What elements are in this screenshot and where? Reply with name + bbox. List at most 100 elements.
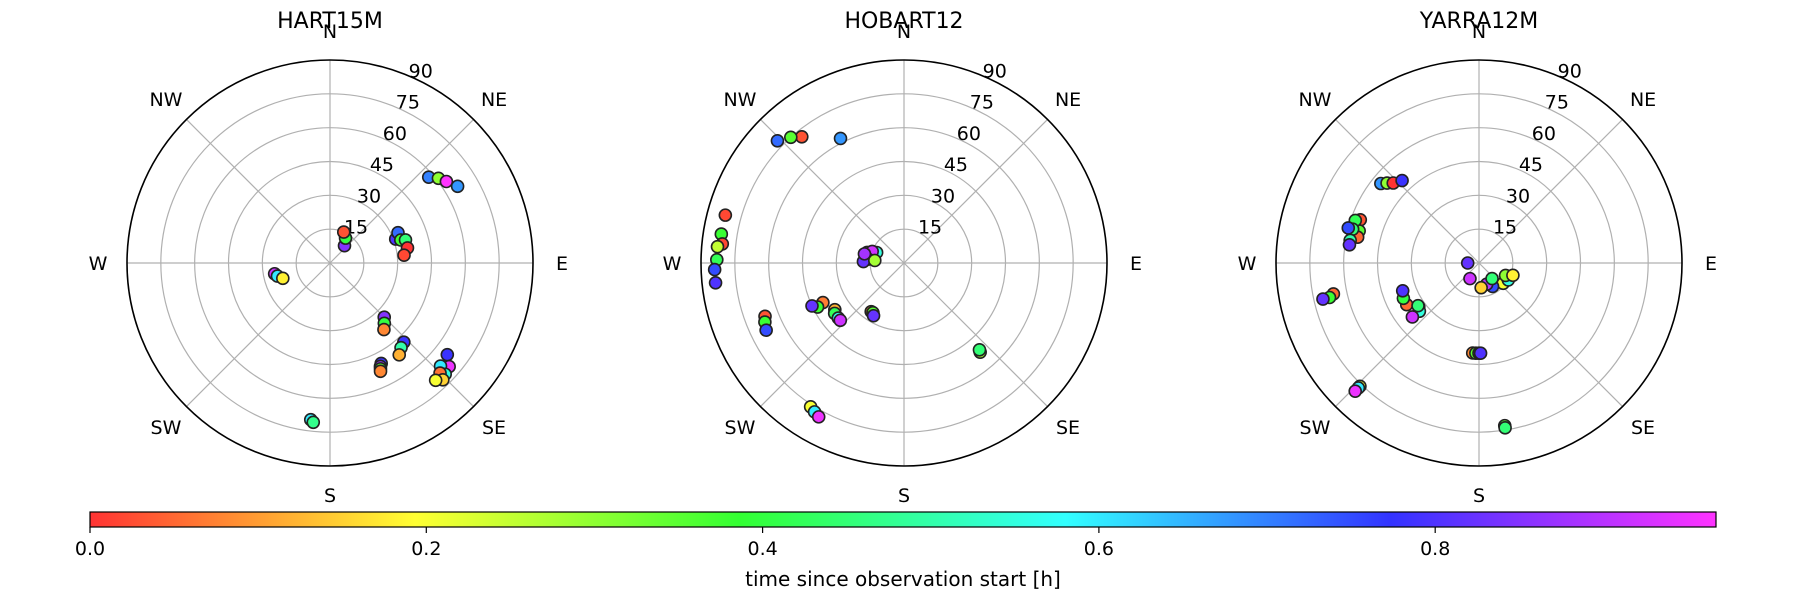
direction-label: N (1472, 21, 1486, 43)
data-point (707, 262, 722, 277)
data-point (1498, 421, 1512, 435)
data-point (759, 323, 773, 338)
radial-tick-label: 75 (1545, 92, 1569, 114)
direction-label: SW (1300, 417, 1331, 439)
data-point (1341, 221, 1356, 235)
grid-spoke (186, 119, 331, 264)
direction-label: SW (151, 417, 182, 439)
direction-label: S (324, 485, 336, 507)
data-point (373, 364, 388, 379)
data-point (857, 247, 872, 261)
radial-tick-label: 45 (370, 154, 394, 176)
radial-tick-label: 75 (396, 92, 420, 114)
data-point (397, 248, 411, 263)
grid-spoke (760, 262, 905, 407)
data-point (784, 130, 798, 145)
direction-label: W (663, 253, 682, 275)
data-point (428, 373, 443, 388)
outer-circle (1275, 59, 1683, 467)
data-point (336, 225, 351, 239)
data-point (450, 179, 465, 194)
radial-tick-label: 90 (983, 60, 1007, 82)
data-point (866, 308, 881, 323)
direction-label: NE (1630, 89, 1656, 111)
direction-label: NE (1055, 89, 1081, 111)
data-point (1506, 268, 1520, 283)
colorbar-gradient (89, 511, 1717, 528)
grid-spoke (903, 262, 1048, 407)
radial-tick-label: 30 (1506, 185, 1530, 207)
plot-title: HOBART12 (844, 9, 963, 34)
data-point (392, 348, 407, 362)
direction-label: NW (149, 89, 182, 111)
colorbar-tick-label: 0.6 (1084, 538, 1114, 560)
grid-spoke (329, 119, 474, 264)
radial-tick-label: 60 (1532, 123, 1556, 145)
plot-title: HART15M (277, 9, 383, 34)
direction-label: SE (1631, 417, 1655, 439)
data-point (972, 343, 987, 357)
polar-plot-2: HOBART12 15 30 45 60 75 90 E NE N NW W SW S SE (663, 9, 1142, 507)
grid-spoke (186, 262, 331, 407)
data-point (1342, 237, 1357, 252)
data-point (770, 133, 785, 148)
data-point (794, 129, 809, 144)
data-point (1405, 310, 1420, 324)
grid-spoke (903, 119, 1048, 264)
colorbar-tick-label: 0.8 (1420, 538, 1450, 560)
data-point (1473, 346, 1488, 361)
colorbar-tick-label: 0.0 (75, 538, 105, 560)
direction-label: E (1705, 253, 1717, 275)
data-point (306, 415, 321, 430)
direction-label: NE (481, 89, 507, 111)
direction-label: SW (725, 417, 756, 439)
polar-plot-3: YARRA12M 15 30 45 60 75 90 E NE N NW W SW S SE (1238, 9, 1717, 507)
plot-title: YARRA12M (1419, 9, 1539, 34)
direction-label: W (1238, 253, 1257, 275)
data-point (1460, 256, 1475, 270)
data-point (1474, 280, 1488, 295)
data-point (1348, 384, 1363, 398)
grid-spoke (760, 119, 905, 264)
outer-circle (700, 59, 1108, 467)
radial-tick-label: 15 (918, 217, 942, 239)
data-point (805, 299, 819, 313)
radial-tick-label: 60 (383, 123, 407, 145)
data-point (1316, 292, 1330, 306)
outer-circle (126, 59, 534, 467)
grid-spoke (1335, 119, 1480, 264)
direction-label: E (1130, 253, 1142, 275)
radial-tick-label: 60 (957, 123, 981, 145)
data-point (833, 313, 848, 328)
data-point (710, 239, 725, 254)
grid-spoke (329, 262, 474, 407)
data-point (708, 276, 723, 290)
direction-label: SE (1056, 417, 1080, 439)
direction-label: W (89, 253, 108, 275)
colorbar: 0.0 0.2 0.4 0.6 0.8 time since observation s… (75, 511, 1717, 591)
colorbar-ticks: 0.0 0.2 0.4 0.6 0.8 (75, 527, 1450, 560)
data-point (276, 271, 290, 286)
direction-label: E (556, 253, 568, 275)
polar-panels: HART15M153045607590ENENNWWSWSSEHOBART121… (89, 9, 1717, 507)
direction-label: NW (723, 89, 756, 111)
data-point (440, 347, 455, 362)
direction-label: N (323, 21, 337, 43)
data-point (867, 253, 882, 268)
radial-tick-label: 90 (409, 60, 433, 82)
data-point (833, 131, 848, 146)
radial-tick-label: 45 (944, 154, 968, 176)
data-point (1411, 298, 1425, 313)
data-point (1485, 271, 1499, 286)
radial-tick-label: 90 (1558, 60, 1582, 82)
radial-tick-label: 45 (1519, 154, 1543, 176)
grid-spoke (1478, 119, 1623, 264)
direction-label: S (1473, 485, 1485, 507)
colorbar-tick-label: 0.2 (411, 538, 441, 560)
data-point (811, 410, 826, 424)
radial-tick-label: 75 (970, 92, 994, 114)
colorbar-label: time since observation start [h] (745, 567, 1061, 591)
direction-label: NW (1298, 89, 1331, 111)
data-point (439, 174, 454, 189)
